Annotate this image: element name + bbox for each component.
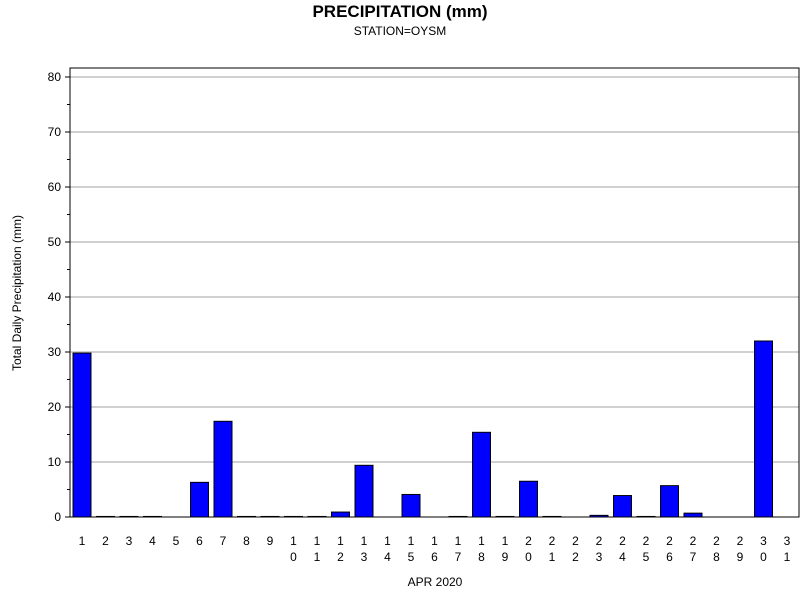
bar bbox=[213, 420, 233, 518]
bars bbox=[72, 340, 773, 518]
x-tick-label: 6 bbox=[196, 534, 203, 548]
bar bbox=[754, 340, 773, 518]
x-tick-label: 1 bbox=[79, 534, 86, 548]
bar bbox=[660, 485, 679, 518]
y-tick-label: 80 bbox=[48, 70, 62, 84]
y-tick-label: 40 bbox=[48, 290, 62, 304]
x-tick-label: 5 bbox=[173, 534, 180, 548]
x-tick-label: 7 bbox=[220, 534, 227, 548]
y-tick-label: 60 bbox=[48, 180, 62, 194]
x-axis-ticks: 1 2 3 4 5 6 7 8 9 1 01 11 21 31 41 51 61 71 81 92 02 12 22 32 42… bbox=[79, 534, 791, 564]
bar bbox=[519, 480, 538, 518]
bar bbox=[190, 481, 209, 518]
y-tick-label: 70 bbox=[48, 125, 62, 139]
y-tick-label: 30 bbox=[48, 345, 62, 359]
x-tick-label: 8 bbox=[243, 534, 250, 548]
x-tick-label: 3 bbox=[126, 534, 133, 548]
bar bbox=[613, 495, 632, 518]
bar bbox=[354, 464, 374, 518]
bar bbox=[401, 493, 421, 518]
y-tick-label: 20 bbox=[48, 400, 62, 414]
bar bbox=[472, 431, 491, 518]
x-tick-label: 4 bbox=[149, 534, 156, 548]
y-tick-label: 50 bbox=[48, 235, 62, 249]
x-tick-label: 2 bbox=[102, 534, 109, 548]
chart-title: PRECIPITATION (mm) bbox=[312, 2, 487, 21]
y-tick-label: 0 bbox=[54, 510, 61, 524]
x-tick-label: 9 bbox=[267, 534, 274, 548]
y-axis-label: Total Daily Precipitation (mm) bbox=[10, 215, 24, 371]
bar bbox=[683, 512, 703, 518]
y-axis-ticks: 0 10 20 30 40 50 60 70 80 bbox=[48, 70, 70, 524]
bar bbox=[331, 511, 350, 518]
plot-frame bbox=[69, 67, 800, 518]
x-axis-label: APR 2020 bbox=[408, 575, 463, 589]
bar bbox=[72, 352, 92, 518]
y-tick-label: 10 bbox=[48, 455, 62, 469]
chart-subtitle: STATION=OYSM bbox=[354, 24, 447, 38]
gridlines bbox=[70, 76, 799, 463]
